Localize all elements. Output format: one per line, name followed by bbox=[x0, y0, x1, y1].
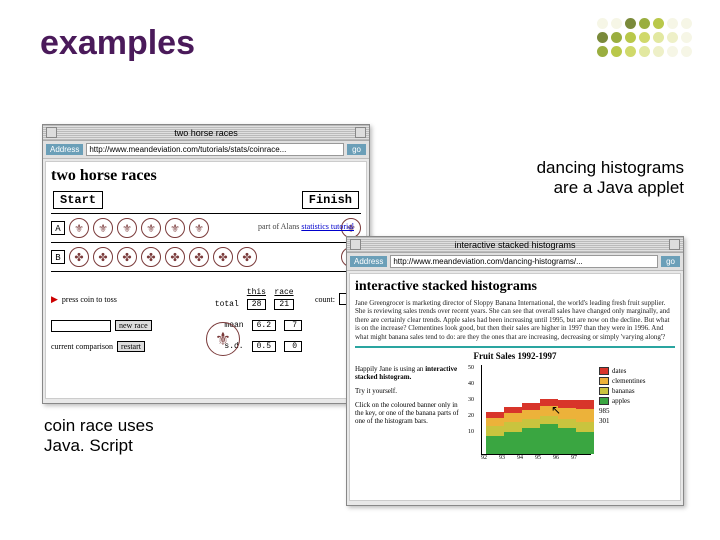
address-label: Address bbox=[350, 256, 387, 267]
stats-table: thisrace total2821 bbox=[210, 286, 299, 312]
zoom-icon[interactable] bbox=[355, 127, 366, 138]
w2-content: interactive stacked histograms Jane Gree… bbox=[349, 273, 681, 501]
chart-description: Happily Jane is using an interactive sta… bbox=[355, 365, 467, 461]
count-label: count: bbox=[315, 295, 335, 304]
cursor-icon: ↖ bbox=[551, 403, 561, 418]
w1-url-input[interactable] bbox=[86, 143, 344, 156]
close-icon[interactable] bbox=[350, 239, 361, 250]
w1-heading: two horse races bbox=[51, 167, 361, 185]
stat-2: 301 bbox=[599, 417, 667, 425]
coin-b-icon[interactable]: ✤ bbox=[69, 247, 89, 267]
w2-title: interactive stacked histograms bbox=[454, 240, 575, 250]
w2-body-text: Jane Greengrocer is marketing director o… bbox=[355, 299, 675, 341]
histogram-chart[interactable]: 5040302010 929394959697 ↖ bbox=[473, 365, 593, 461]
play-icon: ▶ bbox=[51, 294, 58, 305]
legend[interactable]: dates clementines bananas apples 985 301 bbox=[599, 365, 667, 461]
go-button[interactable]: go bbox=[347, 144, 366, 155]
compare-label: current comparison bbox=[51, 342, 113, 351]
press-label: press coin to toss bbox=[62, 295, 117, 304]
stat-1: 985 bbox=[599, 407, 667, 415]
slide-title: examples bbox=[40, 24, 195, 63]
finish-label: Finish bbox=[302, 191, 359, 209]
chart-title: Fruit Sales 1992-1997 bbox=[355, 351, 675, 361]
w2-heading: interactive stacked histograms bbox=[355, 279, 675, 295]
zoom-icon[interactable] bbox=[669, 239, 680, 250]
w2-titlebar[interactable]: interactive stacked histograms bbox=[347, 237, 683, 253]
blank-input[interactable] bbox=[51, 320, 111, 332]
caption-coinrace: coin race usesJava. Script bbox=[44, 416, 154, 456]
address-label: Address bbox=[46, 144, 83, 155]
restart-button[interactable]: restart bbox=[117, 341, 145, 352]
lane-b: B ✤ ✤ ✤ ✤ ✤ ✤ ✤ ✤ ✤ bbox=[51, 247, 361, 267]
decor-dots bbox=[597, 18, 692, 57]
caption-histograms: dancing histogramsare a Java applet bbox=[537, 158, 684, 198]
w1-title: two horse races bbox=[174, 128, 238, 138]
w1-addressbar: Address go bbox=[43, 141, 369, 159]
w1-titlebar[interactable]: two horse races bbox=[43, 125, 369, 141]
go-button[interactable]: go bbox=[661, 256, 680, 267]
divider bbox=[355, 346, 675, 348]
new-race-button[interactable]: new race bbox=[115, 320, 152, 331]
start-label: Start bbox=[53, 191, 103, 209]
window-histograms: interactive stacked histograms Address g… bbox=[346, 236, 684, 506]
w1-tutorial-note: part of Alans statistics tutorial bbox=[258, 222, 354, 231]
coin-a-icon[interactable]: ⚜ bbox=[69, 218, 89, 238]
legend-item[interactable]: apples bbox=[599, 397, 667, 405]
w2-addressbar: Address go bbox=[347, 253, 683, 271]
w1-content: two horse races part of Alans statistics… bbox=[45, 161, 367, 399]
big-coin-icon[interactable]: ⚜ bbox=[206, 322, 240, 356]
tutorial-link[interactable]: statistics tutorial bbox=[301, 222, 354, 231]
legend-item[interactable]: bananas bbox=[599, 387, 667, 395]
w2-url-input[interactable] bbox=[390, 255, 658, 268]
legend-item[interactable]: dates bbox=[599, 367, 667, 375]
window-coin-race: two horse races Address go two horse rac… bbox=[42, 124, 370, 404]
legend-item[interactable]: clementines bbox=[599, 377, 667, 385]
close-icon[interactable] bbox=[46, 127, 57, 138]
